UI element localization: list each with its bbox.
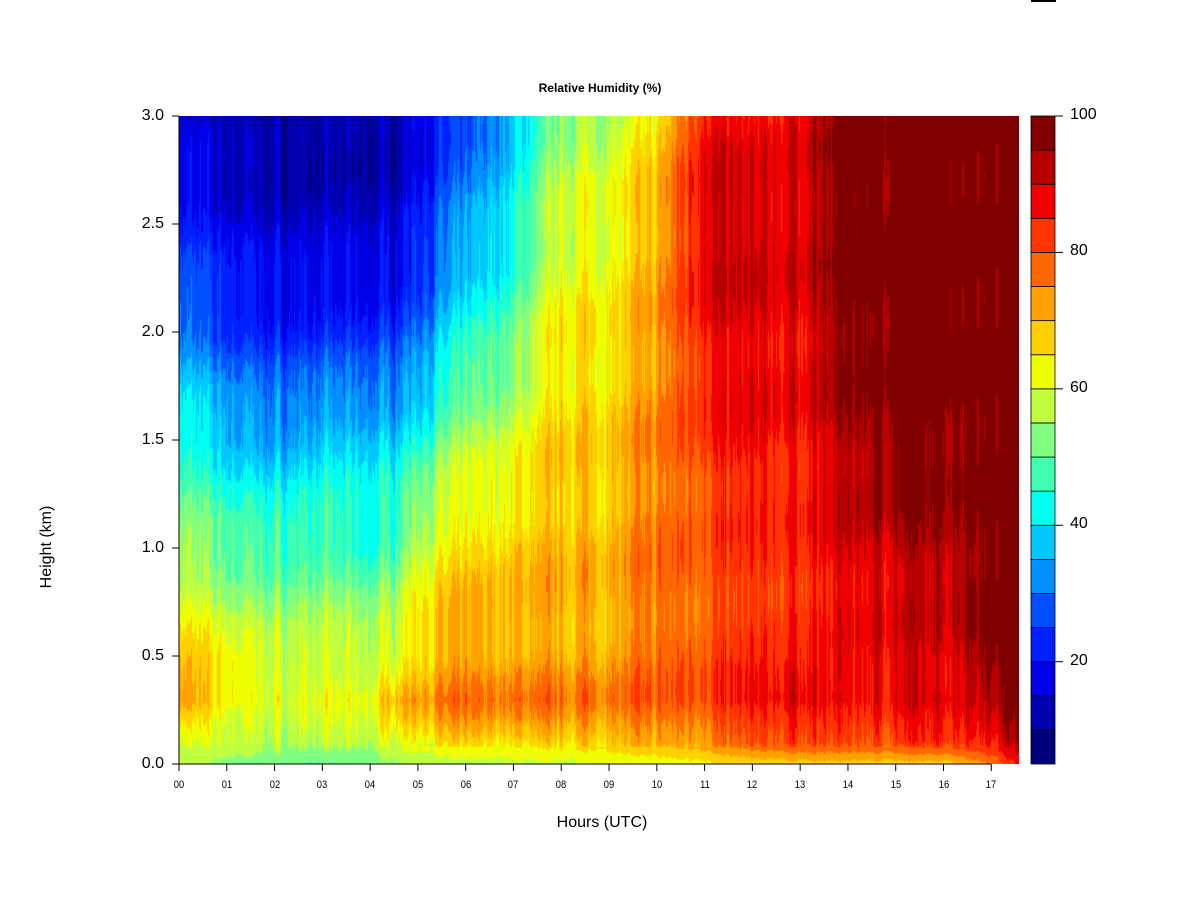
colorbar-level <box>1030 286 1056 322</box>
y-tick-label: 1.0 <box>141 539 164 556</box>
x-tick-label: 12 <box>747 779 758 791</box>
colorbar-tick-label: 60 <box>1070 378 1088 396</box>
x-tick-label: 17 <box>986 779 997 791</box>
colorbar-level <box>1030 252 1056 287</box>
y-tick-label: 2.0 <box>141 323 164 340</box>
y-tick-label: 0.5 <box>141 647 164 664</box>
corner-mark <box>1031 0 1056 2</box>
colorbar-level <box>1030 490 1056 526</box>
x-tick-label: 15 <box>890 779 901 791</box>
x-tick-label: 16 <box>938 779 949 791</box>
colorbar-level <box>1030 695 1056 731</box>
y-tick-label: 1.5 <box>141 431 164 448</box>
colorbar-level <box>1030 558 1056 594</box>
colorbar-level <box>1030 115 1056 151</box>
colorbar-tick-label: 20 <box>1070 651 1088 669</box>
x-axis-title: Hours (UTC) <box>556 814 648 831</box>
x-tick-label: 06 <box>460 779 471 791</box>
colorbar-level <box>1030 320 1056 356</box>
x-tick-label: 04 <box>364 779 376 791</box>
colorbar-tick-label: 100 <box>1070 106 1097 123</box>
x-tick-label: 11 <box>699 779 710 791</box>
x-tick-label: 10 <box>651 779 663 791</box>
x-tick-label: 05 <box>412 779 424 791</box>
colorbar-level <box>1030 456 1056 492</box>
x-tick-label: 00 <box>173 779 185 791</box>
y-tick-label: 0.0 <box>141 755 164 772</box>
colorbar-level <box>1030 729 1056 765</box>
colorbar-level <box>1030 388 1056 424</box>
colorbar-level <box>1030 661 1056 697</box>
chart-title: Relative Humidity (%) <box>538 81 662 95</box>
x-tick-label: 02 <box>269 779 280 791</box>
colorbar-tick-label: 80 <box>1070 242 1088 260</box>
y-axis-title: Height (km) <box>38 505 55 589</box>
colorbar-tick-label: 40 <box>1070 515 1088 533</box>
colorbar-level <box>1030 149 1056 185</box>
colorbar-level <box>1030 354 1056 390</box>
heatmap-plot-area <box>179 116 1019 764</box>
x-tick-label: 13 <box>794 779 806 791</box>
colorbar-level <box>1030 524 1056 560</box>
colorbar-level <box>1030 593 1056 628</box>
x-tick-label: 08 <box>556 779 567 791</box>
x-tick-label: 09 <box>603 779 615 791</box>
x-tick-label: 07 <box>508 779 519 791</box>
y-tick-label: 3.0 <box>141 107 164 124</box>
x-tick-label: 01 <box>221 779 232 791</box>
colorbar-level <box>1030 183 1056 219</box>
x-tick-label: 03 <box>317 779 328 791</box>
y-tick-label: 2.5 <box>141 215 164 232</box>
colorbar-level <box>1030 627 1056 663</box>
x-tick-label: 14 <box>842 779 854 791</box>
colorbar-level <box>1030 217 1056 253</box>
colorbar-level <box>1030 422 1056 458</box>
